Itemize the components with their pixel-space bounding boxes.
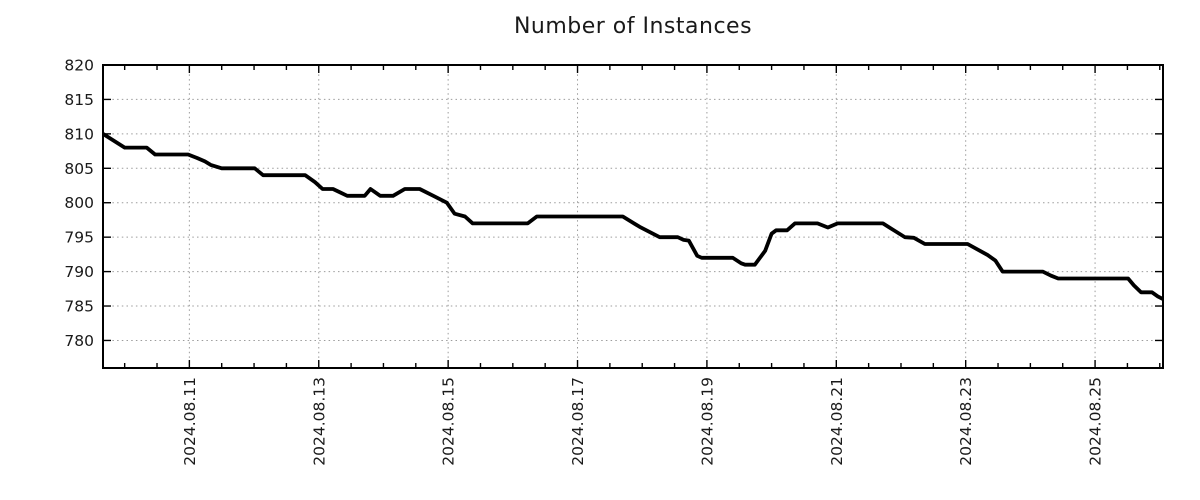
y-tick-label: 780: [64, 332, 94, 350]
x-tick-label: 2024.08.21: [828, 377, 846, 466]
y-tick-label: 820: [64, 57, 94, 75]
x-tick-label: 2024.08.23: [957, 377, 975, 466]
y-tick-label: 810: [64, 125, 94, 143]
chart-title: Number of Instances: [513, 14, 753, 39]
x-tick-label: 2024.08.11: [181, 377, 199, 466]
y-tick-label: 795: [64, 229, 94, 247]
y-tick-label: 815: [64, 91, 94, 109]
x-tick-label: 2024.08.15: [440, 377, 458, 466]
x-tick-label: 2024.08.17: [569, 377, 587, 466]
plot-border: [102, 64, 1164, 369]
y-tick-label: 805: [64, 160, 94, 178]
y-tick-label: 790: [64, 263, 94, 281]
x-tick-label: 2024.08.13: [310, 377, 328, 466]
series-line-instances: [101, 132, 1164, 301]
x-tick-label: 2024.08.25: [1087, 377, 1105, 466]
x-tick-label: 2024.08.19: [698, 377, 716, 466]
y-tick-label: 785: [64, 298, 94, 316]
y-tick-label: 800: [64, 194, 94, 212]
